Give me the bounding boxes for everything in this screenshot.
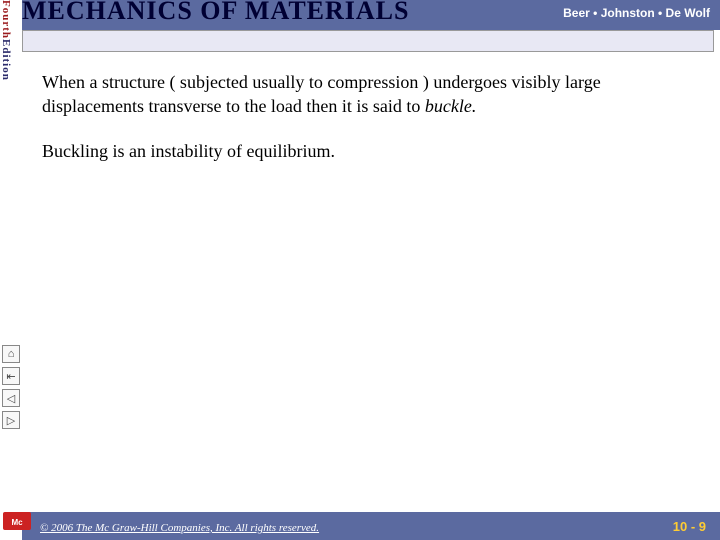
edition-label: Fourth Edition [0, 0, 22, 81]
nav-icon-group: ⌂ ⇤ ◁ ▷ [2, 345, 20, 433]
edition-line2: Edition [0, 39, 12, 81]
prev-page-icon[interactable]: ◁ [2, 389, 20, 407]
edition-sidebar: Fourth Edition ⌂ ⇤ ◁ ▷ [0, 0, 22, 540]
home-icon[interactable]: ⌂ [2, 345, 20, 363]
copyright-text: © 2006 The Mc Graw-Hill Companies, Inc. … [40, 522, 319, 534]
authors-label: Beer • Johnston • De Wolf [563, 6, 710, 20]
page-number: 10 - 9 [673, 519, 706, 534]
svg-text:Mc: Mc [11, 518, 23, 527]
publisher-logo-icon: Mc [2, 506, 32, 536]
edition-line1: Fourth [0, 0, 12, 39]
next-page-icon[interactable]: ▷ [2, 411, 20, 429]
page-title: MECHANICS OF MATERIALS [22, 0, 409, 26]
paragraph-1: When a structure ( subjected usually to … [42, 70, 682, 119]
subtitle-bar [22, 30, 714, 52]
paragraph-1b: buckle. [425, 96, 476, 116]
first-page-icon[interactable]: ⇤ [2, 367, 20, 385]
paragraph-1a: When a structure ( subjected usually to … [42, 72, 601, 116]
paragraph-2: Buckling is an instability of equilibriu… [42, 139, 682, 163]
body-content: When a structure ( subjected usually to … [42, 70, 682, 183]
